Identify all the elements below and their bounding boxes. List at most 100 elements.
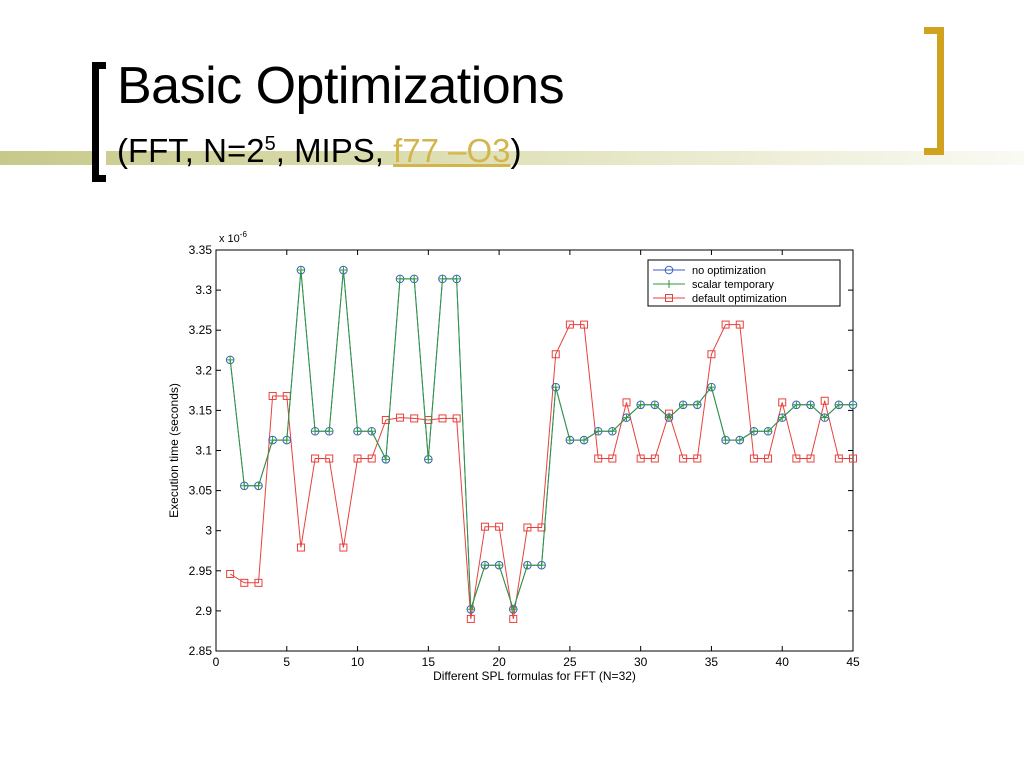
data-point-scalar-temporary xyxy=(339,266,348,275)
data-point-default-optimization xyxy=(806,454,815,463)
data-point-default-optimization xyxy=(410,414,419,423)
data-point-default-optimization xyxy=(565,320,574,329)
chart-legend: no optimization scalar temporary default o… xyxy=(647,259,841,307)
legend-label-no-optimization: no optimization xyxy=(692,265,766,277)
title-underline-bar xyxy=(0,151,1024,165)
x-tick-label: 25 xyxy=(563,655,577,669)
data-point-scalar-temporary xyxy=(381,455,390,464)
data-point-default-optimization xyxy=(778,398,787,407)
data-point-default-optimization xyxy=(367,454,376,463)
data-point-default-optimization xyxy=(438,414,447,423)
y-multiplier-label: x 10-6 xyxy=(219,230,247,245)
legend-marker-scalar-temporary xyxy=(665,280,673,288)
data-point-scalar-temporary xyxy=(509,605,518,614)
y-axis-label: Execution time (seconds) xyxy=(167,383,181,518)
slide-subtitle: (FFT, N=25, MIPS, f77 –O3) xyxy=(117,124,522,171)
data-point-default-optimization xyxy=(452,414,461,423)
data-point-scalar-temporary xyxy=(608,427,617,436)
subtitle-prefix: (FFT, N=2 xyxy=(117,132,265,169)
x-tick-label: 20 xyxy=(492,655,506,669)
data-point-scalar-temporary xyxy=(721,436,730,445)
y-tick-label: 3.25 xyxy=(189,323,213,337)
data-point-scalar-temporary xyxy=(636,400,645,409)
chart-series xyxy=(225,265,858,623)
x-tick-label: 45 xyxy=(846,655,860,669)
data-point-scalar-temporary xyxy=(820,413,829,422)
left-bracket-decoration xyxy=(92,62,106,182)
data-point-default-optimization xyxy=(764,454,773,463)
subtitle-suffix: ) xyxy=(510,132,522,169)
data-point-default-optimization xyxy=(707,350,716,359)
data-point-scalar-temporary xyxy=(594,427,603,436)
data-point-default-optimization xyxy=(480,522,489,531)
data-point-scalar-temporary xyxy=(480,561,489,570)
data-point-scalar-temporary xyxy=(226,355,235,364)
x-tick-label: 0 xyxy=(213,655,220,669)
data-point-default-optimization xyxy=(296,543,305,552)
legend-marker-no-optimization xyxy=(664,265,674,275)
x-tick-label: 5 xyxy=(283,655,290,669)
execution-time-chart: 0 5 10 15 20 25 30 35 40 45 2.85 2.9 2.95 3 3.05 3.1 3.1… xyxy=(167,230,860,683)
data-point-scalar-temporary xyxy=(849,400,857,409)
data-point-default-optimization xyxy=(721,320,730,329)
slide-title: Basic Optimizations xyxy=(117,57,565,115)
data-point-scalar-temporary xyxy=(679,400,688,409)
x-axis-label: Different SPL formulas for FFT (N=32) xyxy=(433,669,636,683)
data-point-scalar-temporary xyxy=(282,436,291,445)
y-tick-label: 3 xyxy=(205,524,212,538)
data-point-default-optimization xyxy=(749,454,758,463)
data-point-default-optimization xyxy=(580,320,589,329)
data-point-default-optimization xyxy=(622,398,631,407)
data-point-scalar-temporary xyxy=(495,561,504,570)
data-point-scalar-temporary xyxy=(452,274,461,283)
subtitle-exponent: 5 xyxy=(264,133,276,155)
y-tick-label: 3.05 xyxy=(189,484,213,498)
y-tick-label: 3.35 xyxy=(189,243,213,257)
legend-label-default-optimization: default optimization xyxy=(692,293,787,305)
data-point-default-optimization xyxy=(523,523,532,532)
compiler-flags-link[interactable]: f77 –O3 xyxy=(393,132,511,169)
data-point-default-optimization xyxy=(339,543,348,552)
data-point-default-optimization xyxy=(834,454,843,463)
y-tick-label: 3.3 xyxy=(195,283,212,297)
data-point-scalar-temporary xyxy=(834,400,843,409)
right-bracket-decoration xyxy=(924,27,944,155)
data-point-scalar-temporary xyxy=(565,436,574,445)
data-point-scalar-temporary xyxy=(650,400,659,409)
data-point-default-optimization xyxy=(693,454,702,463)
data-point-default-optimization xyxy=(495,522,504,531)
data-point-scalar-temporary xyxy=(438,274,447,283)
data-point-default-optimization xyxy=(325,454,334,463)
data-point-scalar-temporary xyxy=(735,436,744,445)
legend-label-scalar-temporary: scalar temporary xyxy=(692,279,774,291)
data-point-scalar-temporary xyxy=(325,427,334,436)
y-tick-label: 3.15 xyxy=(189,403,213,417)
data-point-default-optimization xyxy=(551,350,560,359)
data-point-default-optimization xyxy=(594,454,603,463)
data-point-scalar-temporary xyxy=(693,400,702,409)
data-point-scalar-temporary xyxy=(410,274,419,283)
series-line-scalar-temporary xyxy=(229,269,853,611)
data-point-default-optimization xyxy=(396,413,405,422)
data-point-scalar-temporary xyxy=(792,400,801,409)
data-point-scalar-temporary xyxy=(749,427,758,436)
y-tick-label: 3.2 xyxy=(195,363,212,377)
data-point-default-optimization xyxy=(466,614,475,623)
data-point-scalar-temporary xyxy=(764,427,773,436)
data-point-default-optimization xyxy=(240,578,249,587)
x-tick-label: 30 xyxy=(634,655,648,669)
data-point-scalar-temporary xyxy=(580,436,589,445)
x-tick-label: 40 xyxy=(776,655,790,669)
legend-marker-default-optimization xyxy=(665,294,673,302)
data-point-default-optimization xyxy=(608,454,617,463)
data-point-default-optimization xyxy=(849,454,857,463)
data-point-scalar-temporary xyxy=(254,481,263,490)
data-point-scalar-temporary xyxy=(551,383,560,392)
data-point-default-optimization xyxy=(735,320,744,329)
data-point-scalar-temporary xyxy=(664,413,673,422)
subtitle-mid: , MIPS, xyxy=(275,132,394,169)
data-point-default-optimization xyxy=(268,391,277,400)
data-point-scalar-temporary xyxy=(778,413,787,422)
y-tick-label: 2.85 xyxy=(189,644,213,658)
data-point-default-optimization xyxy=(353,454,362,463)
